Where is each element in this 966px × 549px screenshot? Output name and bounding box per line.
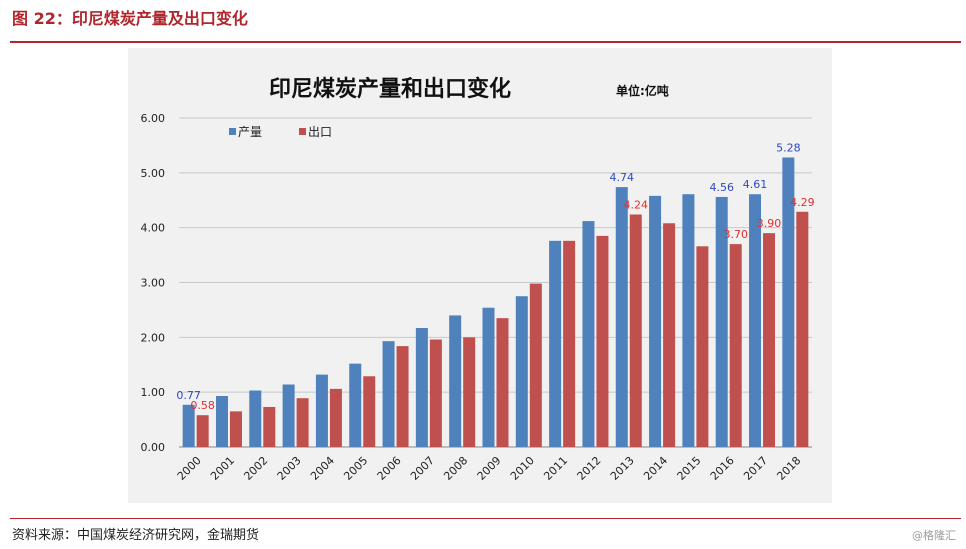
bar-export: [596, 235, 609, 447]
legend-label-export: 出口: [308, 125, 332, 139]
x-tick-label: 2013: [608, 454, 637, 483]
source-note: 资料来源：中国煤炭经济研究网，金瑞期货: [12, 528, 260, 543]
bar-production: [549, 240, 562, 447]
x-tick-label: 2002: [241, 454, 270, 483]
bar-production: [715, 196, 728, 447]
bar-export: [429, 339, 442, 447]
data-label-production: 0.77: [176, 389, 201, 402]
bar-production: [182, 404, 195, 447]
header-divider: [10, 41, 961, 43]
bar-production: [282, 384, 295, 447]
bar-chart: 0.00 1.00 2.00 3.00 4.00 5.00 6.00 2000 2001 2002…: [141, 76, 815, 483]
bar-export: [363, 376, 376, 447]
chart-panel: 0.00 1.00 2.00 3.00 4.00 5.00 6.00 2000 2001 2002…: [128, 48, 832, 503]
x-tick-label: 2010: [508, 454, 537, 483]
x-tick-label: 2006: [375, 454, 404, 483]
bar-export: [296, 398, 309, 447]
x-tick-label: 2005: [341, 454, 370, 483]
x-tick-label: 2007: [408, 454, 437, 483]
bar-export: [496, 318, 509, 447]
data-label-production: 4.61: [743, 178, 768, 191]
y-tick-label: 6.00: [141, 112, 166, 125]
x-tick-label: 2003: [275, 454, 304, 483]
bar-series: [182, 157, 809, 447]
x-tick-label: 2018: [774, 454, 803, 483]
y-tick-label: 0.00: [141, 441, 166, 454]
bar-export: [663, 223, 676, 447]
chart-unit: 单位:亿吨: [616, 83, 669, 98]
bar-export: [529, 283, 542, 447]
bar-production: [482, 307, 495, 447]
x-tick-label: 2004: [308, 454, 337, 483]
y-tick-label: 5.00: [141, 167, 166, 180]
chart-title: 印尼煤炭产量和出口变化: [269, 76, 511, 102]
bar-export: [763, 233, 776, 447]
data-label-export: 3.70: [723, 228, 748, 241]
bar-production: [515, 296, 528, 447]
y-tick-label: 3.00: [141, 277, 166, 290]
bar-production: [682, 194, 695, 447]
bar-export: [796, 211, 809, 447]
bar-export: [563, 240, 576, 447]
figure-title: 图 22：印尼煤炭产量及出口变化: [12, 9, 248, 28]
data-label-export: 0.58: [190, 399, 215, 412]
x-tick-label: 2016: [708, 454, 737, 483]
bar-production: [782, 157, 795, 447]
legend-swatch-export: [299, 128, 306, 135]
legend-swatch-production: [229, 128, 236, 135]
legend: 产量 出口: [229, 125, 332, 139]
bar-production: [449, 315, 462, 447]
bar-production: [582, 221, 595, 447]
bar-production: [249, 390, 262, 447]
bar-export: [329, 388, 342, 447]
x-tick-label: 2009: [475, 454, 504, 483]
bar-export: [463, 337, 476, 447]
bar-export: [196, 415, 209, 447]
watermark: @格隆汇: [912, 529, 956, 542]
legend-label-production: 产量: [238, 125, 262, 139]
x-tick-label: 2011: [541, 454, 570, 483]
data-label-export: 4.29: [790, 196, 815, 209]
bar-export: [263, 406, 276, 447]
bar-export: [696, 246, 709, 447]
x-tick-label: 2008: [441, 454, 470, 483]
x-tick-label: 2001: [208, 454, 237, 483]
y-tick-label: 1.00: [141, 386, 166, 399]
y-tick-label: 2.00: [141, 331, 166, 344]
x-tick-label: 2015: [675, 454, 704, 483]
data-label-production: 4.74: [610, 171, 635, 184]
data-labels: 0.770.58 4.74 4.24 4.56 3.70 4.61 3.90 5.28 4.29: [176, 141, 814, 412]
bar-production: [649, 195, 662, 447]
data-label-export: 3.90: [757, 217, 782, 230]
data-label-export: 4.24: [624, 199, 649, 212]
data-label-production: 5.28: [776, 141, 801, 154]
y-tick-label: 4.00: [141, 222, 166, 235]
x-tick-label: 2012: [575, 454, 604, 483]
bar-production: [382, 341, 395, 447]
bar-production: [415, 328, 428, 447]
bar-export: [396, 346, 409, 447]
bar-production: [615, 187, 628, 447]
bar-export: [729, 244, 742, 447]
bar-production: [349, 363, 362, 447]
bar-production: [749, 194, 762, 447]
x-tick-label: 2017: [741, 454, 770, 483]
x-tick-label: 2014: [641, 454, 670, 483]
bar-production: [315, 374, 328, 447]
footer-divider: [10, 518, 961, 519]
data-label-production: 4.56: [709, 181, 734, 194]
x-tick-label: 2000: [175, 454, 204, 483]
bar-production: [215, 396, 228, 447]
bar-export: [629, 214, 642, 447]
bar-export: [229, 411, 242, 447]
